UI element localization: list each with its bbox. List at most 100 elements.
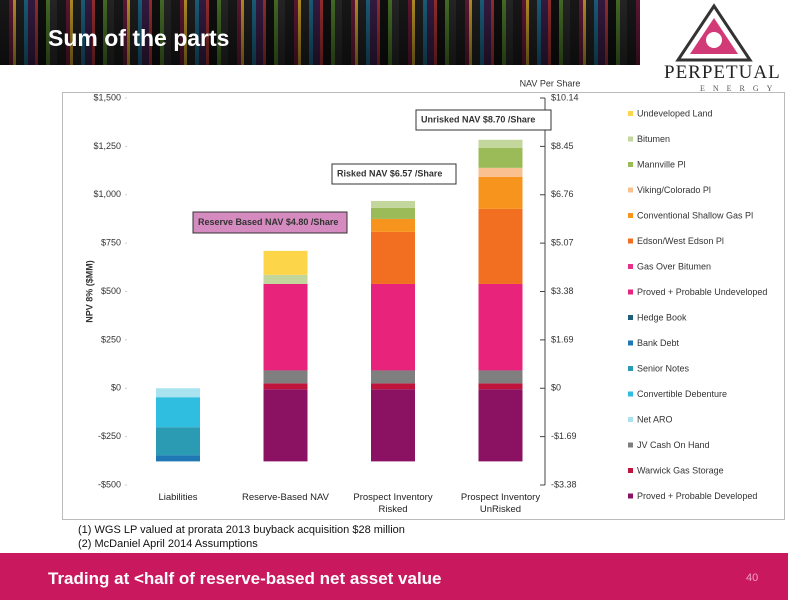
- legend-swatch: [628, 493, 633, 499]
- logo-sub: ENERGY: [700, 84, 781, 93]
- y2-tick-label: $3.38: [551, 286, 574, 296]
- bar-segment: [478, 383, 523, 390]
- y-tick-label: $500: [101, 286, 121, 296]
- legend-swatch: [628, 187, 633, 193]
- legend-label: Edson/West Edson Pl: [637, 236, 724, 246]
- legend-label: Proved + Probable Undeveloped: [637, 287, 767, 297]
- bar-segment: [478, 147, 523, 168]
- y-tick-label: $1,250: [93, 141, 121, 151]
- legend-swatch: [628, 136, 633, 142]
- legend-swatch: [628, 391, 633, 397]
- legend-label: Proved + Probable Developed: [637, 491, 757, 501]
- annotation: Reserve Based NAV $4.80 /Share: [198, 217, 338, 227]
- x-tick-label: Prospect Inventory Risked: [353, 492, 433, 515]
- bar-segment: [263, 274, 308, 284]
- bar-segment: [263, 250, 308, 275]
- legend-label: Gas Over Bitumen: [637, 261, 711, 271]
- bar-segment: [371, 370, 415, 384]
- bar-segment: [263, 370, 308, 384]
- x-tick-label: Reserve-Based NAV: [242, 492, 329, 503]
- chart-frame: [62, 92, 785, 520]
- bar-segment: [371, 383, 415, 390]
- bar-segment: [371, 389, 415, 462]
- x-tick-label: Liabilities: [158, 492, 198, 503]
- bar-segment: [478, 167, 523, 177]
- legend-label: Viking/Colorado Pl: [637, 185, 711, 195]
- bar-segment: [263, 389, 308, 462]
- annotation-box: [192, 211, 348, 234]
- legend-label: Mannville Pl: [637, 159, 686, 169]
- y2-tick-label: $10.14: [551, 92, 579, 102]
- y2-tick-label: $0: [551, 383, 561, 393]
- legend-label: Hedge Book: [637, 312, 687, 322]
- legend-swatch: [628, 417, 633, 422]
- bar-segment: [478, 283, 523, 371]
- footnote: (1) WGS LP valued at prorata 2013 buybac…: [78, 524, 405, 536]
- annotation: Unrisked NAV $8.70 /Share: [421, 114, 535, 124]
- legend-label: Undeveloped Land: [637, 108, 713, 118]
- y2-axis-title: NAV Per Share: [520, 78, 581, 88]
- y-tick-label: -$500: [98, 479, 121, 489]
- y-tick-label: $750: [101, 238, 121, 248]
- bar-segment: [478, 176, 523, 209]
- legend-swatch: [628, 442, 633, 448]
- y-tick-label: $1,000: [93, 189, 121, 199]
- slide-title: Sum of the parts: [48, 25, 230, 51]
- annotation-box: [415, 109, 552, 131]
- legend-label: Convertible Debenture: [637, 389, 727, 399]
- header-stripes: [0, 0, 640, 65]
- legend-label: Warwick Gas Storage: [637, 465, 724, 475]
- annotation: Risked NAV $6.57 /Share: [337, 168, 442, 178]
- legend-swatch: [628, 340, 633, 346]
- logo: [675, 3, 753, 62]
- legend-swatch: [628, 162, 633, 167]
- bar-segment: [478, 389, 523, 462]
- bar-segment: [156, 427, 200, 456]
- bar-segment: [478, 208, 523, 284]
- y-tick-label: $0: [111, 383, 121, 393]
- y2-tick-label: $5.07: [551, 238, 574, 248]
- bar-segment: [371, 200, 415, 208]
- y-axis-title: NPV 8% ($MM): [84, 260, 94, 323]
- x-tick-label: Prospect Inventory UnRisked: [460, 492, 541, 515]
- legend-label: Conventional Shallow Gas Pl: [637, 210, 753, 220]
- legend-swatch: [628, 111, 633, 116]
- banner-text: Trading at <half of reserve-based net as…: [48, 569, 442, 588]
- footnote: (2) McDaniel April 2014 Assumptions: [78, 538, 258, 550]
- legend-swatch: [628, 366, 633, 371]
- bar-segment: [371, 231, 415, 284]
- legend-swatch: [628, 238, 633, 244]
- y2-tick-label: -$3.38: [551, 479, 577, 489]
- bar-segment: [156, 397, 200, 428]
- bar-segment: [371, 283, 415, 371]
- y2-tick-label: $8.45: [551, 141, 574, 151]
- y2-tick-label: $6.76: [551, 189, 574, 199]
- y2-tick-label: $1.69: [551, 334, 574, 344]
- chart: -$500 -$250 $0 $250 $500 $750 $1,000 $1,250 $1,5…: [84, 78, 767, 501]
- bottom-banner: [0, 553, 788, 600]
- bar-segment: [478, 370, 523, 384]
- legend-label: Net ARO: [637, 414, 673, 424]
- y-tick-label: $250: [101, 334, 121, 344]
- y2-tick-label: -$1.69: [551, 431, 577, 441]
- legend-label: Senior Notes: [637, 363, 690, 373]
- y-tick-label: $1,500: [93, 92, 121, 102]
- legend-label: Bitumen: [637, 134, 670, 144]
- legend-swatch: [628, 264, 633, 269]
- bar-segment: [478, 139, 523, 148]
- bar-segment: [156, 388, 200, 398]
- legend-swatch: [628, 315, 633, 320]
- legend-swatch: [628, 468, 633, 473]
- bar-segment: [156, 455, 200, 462]
- page-number: 40: [746, 572, 759, 584]
- y-tick-label: -$250: [98, 431, 121, 441]
- bar-segment: [371, 218, 415, 232]
- legend-label: JV Cash On Hand: [637, 440, 710, 450]
- legend-swatch: [628, 213, 633, 218]
- logo-name: PERPETUAL: [664, 62, 781, 83]
- legend-swatch: [628, 289, 633, 295]
- annotation-box: [331, 163, 457, 185]
- bar-segment: [263, 283, 308, 371]
- bar-segment: [263, 383, 308, 390]
